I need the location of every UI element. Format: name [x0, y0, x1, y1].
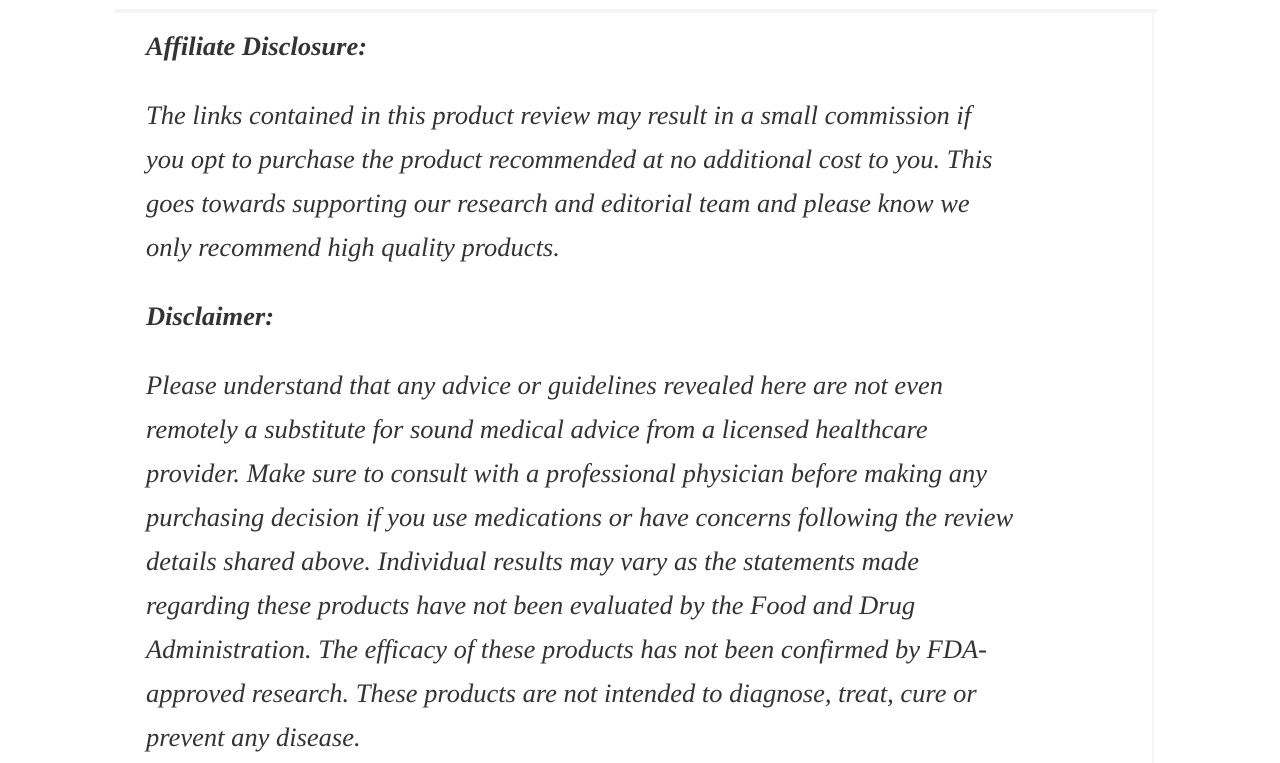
content-right-border [1152, 11, 1154, 763]
previous-block-bottom-edge [115, 9, 1157, 13]
disclosure-article: Affiliate Disclosure: The links containe… [146, 24, 1166, 759]
affiliate-disclosure-heading: Affiliate Disclosure: [146, 31, 368, 61]
disclaimer-heading: Disclaimer: [146, 301, 275, 331]
affiliate-disclosure-paragraph: The links contained in this product revi… [146, 100, 993, 262]
disclaimer-paragraph: Please understand that any advice or gui… [146, 370, 1014, 752]
